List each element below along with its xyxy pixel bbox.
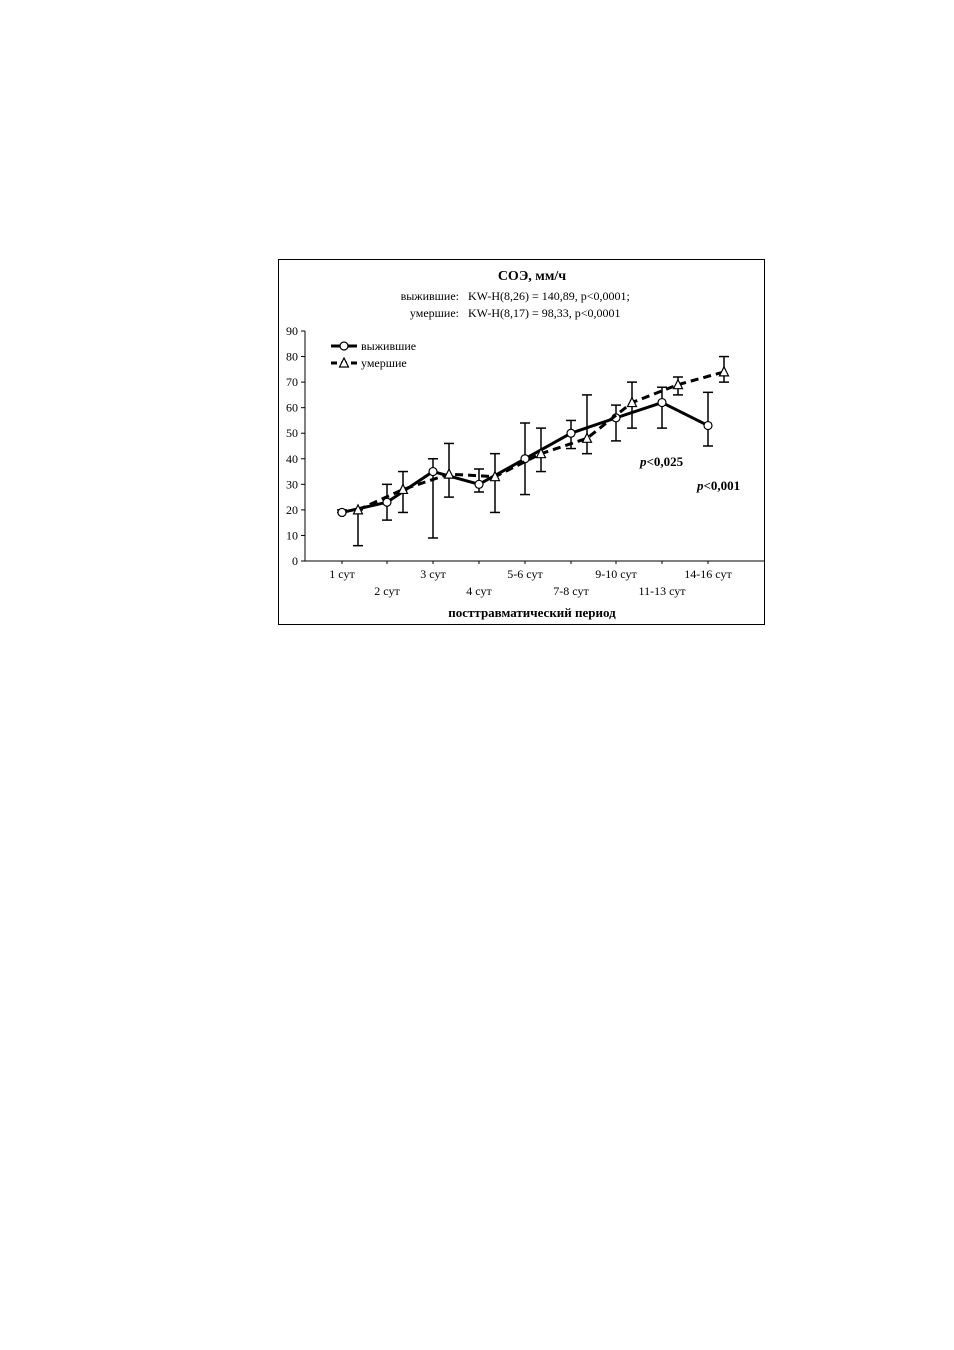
data-point [581,431,593,443]
subtitle-stat-deceased: KW-H(8,17) = 98,33, p<0,0001 [468,306,621,320]
x-tick-label: 3 сут [420,567,446,581]
y-tick-label: 20 [286,503,298,517]
chart-figure: СОЭ, мм/ч выжившие: KW-H(8,26) = 140,89,… [278,259,765,625]
subtitle-stat-survivors: KW-H(8,26) = 140,89, p<0,0001; [468,289,630,303]
data-point [443,467,455,479]
x-tick-label: 1 сут [329,567,355,581]
data-point [566,428,576,438]
legend-marker [339,341,349,351]
subtitle-label-survivors: выжившие: [401,289,459,303]
data-point [489,470,501,482]
x-tick-label: 2 сут [374,584,400,598]
data-point [657,397,667,408]
data-point [352,503,364,515]
data-point [337,507,347,518]
y-tick-label: 90 [286,324,298,338]
legend-label: выжившие [361,339,416,353]
x-axis-label: посттравматический период [448,605,616,620]
data-point [703,420,713,431]
y-tick-label: 0 [292,554,298,568]
plot-area: 0 10 20 30 40 50 60 70 80 90 1 сут 2 сут 3 сут 4 сут 5… [286,324,765,598]
chart-svg: СОЭ, мм/ч выжившие: KW-H(8,26) = 140,89,… [286,269,765,620]
legend-label: умершие [361,356,407,370]
data-point [535,447,547,459]
y-tick-label: 40 [286,452,298,466]
subtitle-label-deceased: умершие: [410,306,459,320]
y-tick-label: 50 [286,426,298,440]
data-point [397,483,409,495]
data-point [428,466,438,477]
chart-title: СОЭ, мм/ч [498,269,566,284]
x-tick-label: 7-8 сут [553,584,589,598]
y-tick-label: 60 [286,401,298,415]
x-tick-label: 14-16 сут [684,567,732,581]
y-tick-label: 80 [286,350,298,364]
p-value-annotation: p<0,001 [696,478,740,493]
p-value-annotation: p<0,025 [639,454,684,469]
data-point [474,479,484,489]
x-tick-label: 5-6 сут [507,567,543,581]
x-tick-label: 11-13 сут [639,584,687,598]
y-tick-label: 70 [286,375,298,389]
y-tick-label: 10 [286,528,298,542]
x-tick-label: 9-10 сут [595,567,637,581]
y-tick-label: 30 [286,477,298,491]
legend-marker [338,356,350,368]
data-point [672,378,684,390]
data-point [718,365,730,377]
x-tick-label: 4 сут [466,584,492,598]
data-point [626,396,638,408]
